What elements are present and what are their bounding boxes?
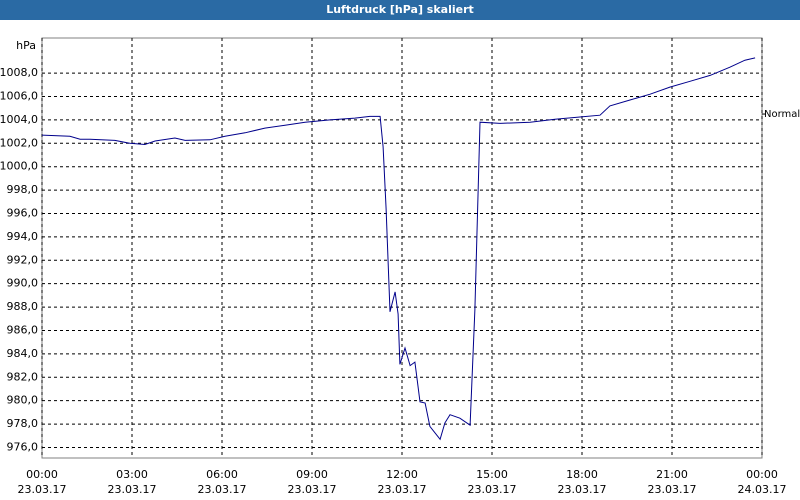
data-line — [41, 57, 756, 441]
x-tick-date: 23.03.17 — [648, 483, 697, 496]
x-tick-label: 21:00 — [656, 468, 688, 481]
y-tick-label: 994,0 — [7, 230, 39, 243]
y-tick-label: 982,0 — [7, 370, 39, 383]
chart-title: Luftdruck [hPa] skaliert — [326, 3, 474, 16]
x-tick-date: 23.03.17 — [288, 483, 337, 496]
x-tick-date: 23.03.17 — [378, 483, 427, 496]
y-tick-label: 986,0 — [7, 323, 39, 336]
x-tick-label: 09:00 — [296, 468, 328, 481]
x-tick-label: 12:00 — [386, 468, 418, 481]
x-tick-date: 23.03.17 — [468, 483, 517, 496]
x-tick-date: 23.03.17 — [18, 483, 67, 496]
y-tick-label: 990,0 — [7, 277, 39, 290]
y-tick-label: 976,0 — [7, 440, 39, 453]
x-tick-label: 18:00 — [566, 468, 598, 481]
y-tick-label: 1004,0 — [0, 113, 38, 126]
x-tick-label: 00:00 — [746, 468, 778, 481]
x-tick-date: 23.03.17 — [198, 483, 247, 496]
x-tick-date: 23.03.17 — [108, 483, 157, 496]
y-tick-label: 1000,0 — [0, 160, 38, 173]
x-tick-date: 23.03.17 — [558, 483, 607, 496]
y-tick-label: 1002,0 — [0, 136, 38, 149]
x-tick-label: 00:00 — [26, 468, 58, 481]
y-tick-label: 980,0 — [7, 394, 39, 407]
y-tick-label: 998,0 — [7, 183, 39, 196]
y-tick-label: 984,0 — [7, 347, 39, 360]
y-tick-label: 996,0 — [7, 206, 39, 219]
x-tick-label: 03:00 — [116, 468, 148, 481]
x-tick-label: 06:00 — [206, 468, 238, 481]
y-tick-label: 1006,0 — [0, 89, 38, 102]
title-bar — [0, 0, 800, 20]
y-tick-label: 992,0 — [7, 253, 39, 266]
y-tick-label: 988,0 — [7, 300, 39, 313]
annotation: Normal — [764, 109, 800, 120]
x-tick-label: 15:00 — [476, 468, 508, 481]
y-tick-label: 1008,0 — [0, 66, 38, 79]
y-tick-label: 978,0 — [7, 417, 39, 430]
y-axis-label: hPa — [16, 39, 36, 52]
x-tick-date: 24.03.17 — [738, 483, 787, 496]
